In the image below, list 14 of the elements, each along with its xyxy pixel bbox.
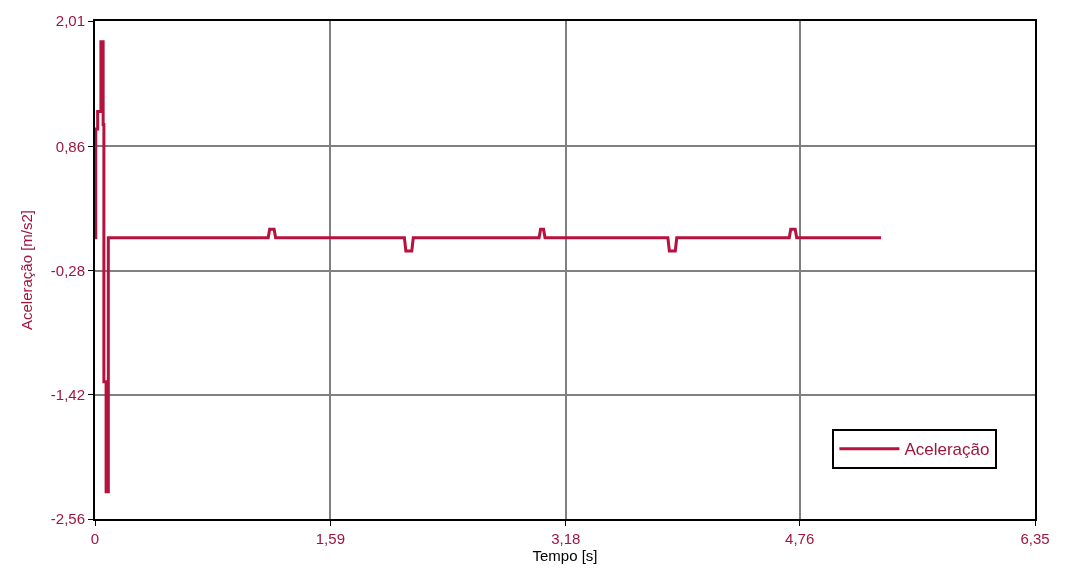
y-tick-label: 2,01 [55,12,85,30]
y-tick-label: -1,42 [50,386,85,404]
x-axis-title: Tempo [s] [532,547,598,564]
x-tick-label: 3,18 [551,530,581,547]
x-tick-label: 6,35 [1020,530,1050,547]
y-tick-label: 0,86 [55,137,85,155]
y-tick-label: -2,56 [50,510,85,528]
line-series [95,40,883,494]
x-tick-label: 0 [90,530,100,547]
y-axis-title: Aceleração [m/s2] [17,209,35,331]
legend-label: Aceleração [904,440,990,460]
x-tick-label: 4,76 [785,530,815,547]
y-tick-label: -0,28 [50,261,85,279]
x-tick-label: 1,59 [315,530,345,547]
